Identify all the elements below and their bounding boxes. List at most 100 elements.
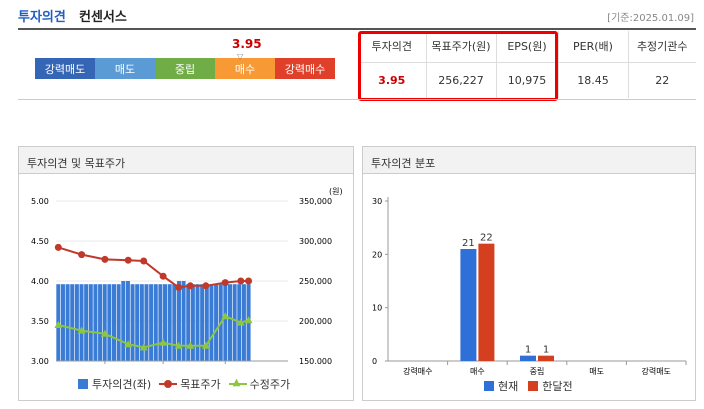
target-price-point: [221, 279, 229, 287]
month-ago-bar: [478, 243, 495, 361]
adjusted-price-point: [77, 326, 86, 334]
highlight-box: [358, 31, 558, 101]
opinion-bar: [130, 284, 135, 361]
legend-current-icon: [484, 381, 494, 391]
opinion-bar: [139, 284, 144, 361]
legend-adj-icon: ▲: [228, 377, 247, 389]
category-label: 매도: [589, 367, 604, 376]
scale-strong-sell: 강력매도: [35, 58, 95, 79]
right-axis-tick: 350,000: [299, 197, 332, 206]
panel-title-right: 투자의견 분포: [363, 147, 695, 174]
opinion-bar: [149, 284, 154, 361]
opinion-bar: [228, 284, 232, 361]
right-axis-tick: 250,000: [299, 277, 332, 286]
opinion-bar: [209, 284, 214, 361]
opinion-scale: 강력매도 매도 중립 매수 강력매수: [35, 58, 335, 79]
target-price-point: [245, 277, 253, 285]
legend-adj-label: 수정주가: [249, 378, 291, 391]
opinion-bar: [190, 284, 195, 361]
target-price-point: [202, 282, 210, 290]
opinion-bar: [116, 284, 121, 361]
left-axis-tick: 3.50: [31, 317, 49, 326]
opinion-bar: [200, 284, 205, 361]
opinion-bar: [181, 281, 186, 361]
y-axis-tick: 0: [372, 357, 377, 366]
y-axis-tick: 10: [372, 304, 382, 313]
adjusted-price-point: [100, 329, 109, 337]
opinion-bar: [172, 284, 177, 361]
opinion-bar: [167, 284, 172, 361]
opinion-bar: [195, 284, 200, 361]
legend-target-icon: [159, 379, 178, 389]
basis-date: [기준:2025.01.09]: [607, 13, 694, 24]
section-title-highlight: 투자의견: [18, 10, 66, 25]
adjusted-price-point: [236, 318, 245, 326]
opinion-bar: [112, 284, 116, 361]
opinion-bar: [102, 284, 107, 361]
target-price-point: [186, 282, 194, 290]
right-chart-legend: 현재 한달전: [484, 378, 573, 394]
legend-current-label: 현재: [498, 380, 519, 393]
legend-bar-icon: [78, 379, 88, 389]
right-axis-tick: 150,000: [299, 357, 332, 364]
legend-target-label: 목표주가: [180, 378, 221, 391]
legend-bar-label: 투자의견(좌): [92, 378, 152, 391]
opinion-bar: [186, 284, 191, 361]
scale-marker-value: 3.95: [232, 37, 262, 51]
val-eps: 10,975: [495, 62, 558, 98]
target-price-point: [237, 277, 245, 285]
bar-value-label: 22: [480, 233, 493, 244]
category-label: 중립: [530, 367, 545, 376]
opinion-bar: [214, 284, 219, 361]
section-title: 컨센서스: [79, 10, 127, 25]
col-analyst-count: 추정기관수: [627, 31, 696, 63]
col-opinion: 투자의견: [358, 31, 426, 63]
category-label: 강력매수: [403, 366, 432, 376]
target-price-point: [124, 256, 132, 264]
opinion-bar: [93, 284, 98, 361]
opinion-bar: [98, 284, 103, 361]
opinion-bar: [79, 284, 84, 361]
adjusted-price-point: [201, 341, 210, 349]
distribution-chart: 30 20 10 0 강력매수 매수 21 22 중립 1 1 매도 강력매도: [372, 197, 687, 376]
adjusted-price-point: [159, 338, 168, 346]
opinion-bar: [176, 281, 181, 361]
bar-value-label: 1: [525, 345, 531, 356]
val-per: 18.45: [557, 62, 628, 98]
val-analyst-count: 22: [627, 62, 696, 98]
right-axis-unit: (원): [329, 187, 343, 196]
opinion-bar: [65, 284, 70, 361]
opinion-bar: [153, 284, 158, 361]
opinion-bar: [135, 284, 140, 361]
opinion-bar: [125, 281, 130, 361]
target-price-point: [78, 251, 86, 259]
opinion-bar: [158, 284, 163, 361]
left-axis-tick: 5.00: [31, 197, 49, 206]
scale-hold: 중립: [155, 58, 215, 79]
opinion-bar: [144, 284, 149, 361]
category-label: 매수: [470, 367, 485, 376]
target-price-point: [140, 257, 148, 265]
right-axis-tick: 300,000: [299, 237, 332, 246]
opinion-price-panel: 투자의견 및 목표주가: [18, 146, 354, 401]
target-price-point: [159, 272, 167, 280]
adjusted-price-point: [139, 343, 148, 351]
bar-value-label: 1: [543, 345, 549, 356]
adjusted-price-point: [54, 321, 63, 328]
consensus-table: 투자의견 목표주가(원) EPS(원) PER(배) 추정기관수 3.95 25…: [358, 31, 696, 98]
opinion-distribution-panel: 투자의견 분포: [362, 146, 696, 401]
current-bar: [460, 249, 477, 361]
scale-buy: 매수: [215, 58, 275, 79]
y-axis-tick: 30: [372, 197, 382, 206]
left-axis-tick: 3.00: [31, 357, 49, 364]
scale-marker-icon: ▽: [237, 52, 244, 61]
target-price-point: [101, 255, 109, 263]
category-label: 강력매도: [641, 366, 670, 376]
right-axis-tick: 200,000: [299, 317, 332, 326]
opinion-bar: [84, 284, 89, 361]
col-eps: EPS(원): [495, 31, 558, 63]
panel-title-left: 투자의견 및 목표주가: [19, 147, 353, 174]
opinion-bar: [121, 281, 126, 361]
y-axis-tick: 20: [372, 250, 382, 259]
current-bar: [520, 355, 536, 361]
